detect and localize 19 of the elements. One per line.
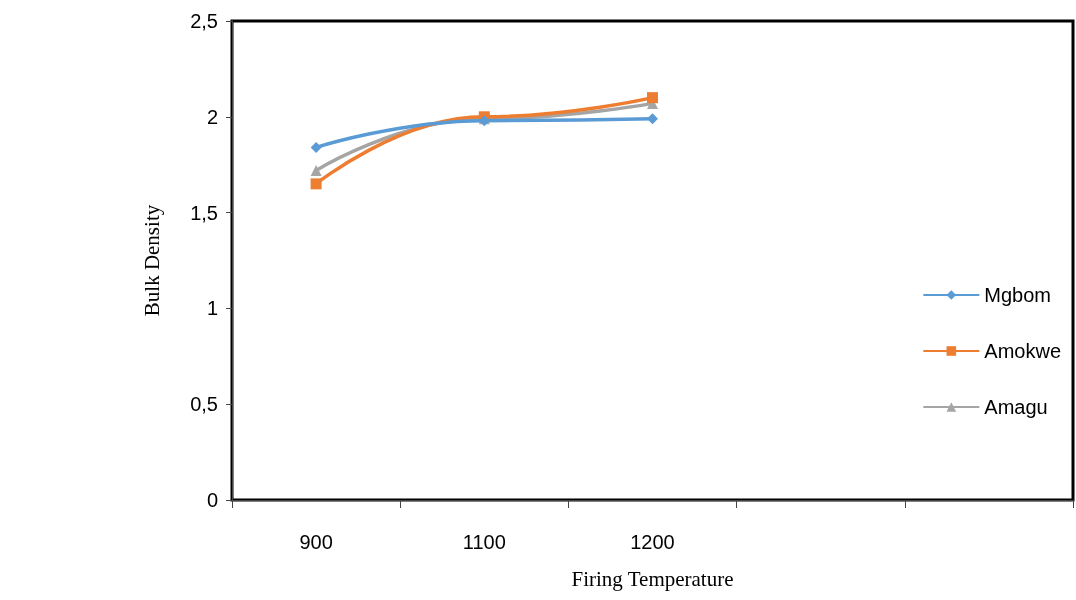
y-tick-label: 1 <box>206 297 218 320</box>
legend-label: Amokwe <box>984 340 1062 362</box>
y-tick-label: 2 <box>206 105 218 128</box>
x-tick-label: 900 <box>299 531 333 553</box>
y-tick-label: 0 <box>206 489 218 511</box>
y-tick-label: 2,5 <box>190 10 218 32</box>
x-tick-label: 1200 <box>630 531 675 553</box>
y-tick-label: 1,5 <box>190 201 218 224</box>
y-tick-label: 0,5 <box>190 393 218 416</box>
point <box>647 92 658 104</box>
point <box>310 141 322 153</box>
x-axis-title: Firing Temperature <box>571 566 734 591</box>
point <box>310 178 322 190</box>
x-tick-label: 1100 <box>462 531 506 553</box>
y-axis-title: Bulk Density <box>139 204 164 317</box>
point <box>310 164 322 176</box>
point <box>647 113 658 125</box>
legend-label: Amagu <box>984 396 1048 418</box>
legend-label: Mgbom <box>984 284 1052 306</box>
